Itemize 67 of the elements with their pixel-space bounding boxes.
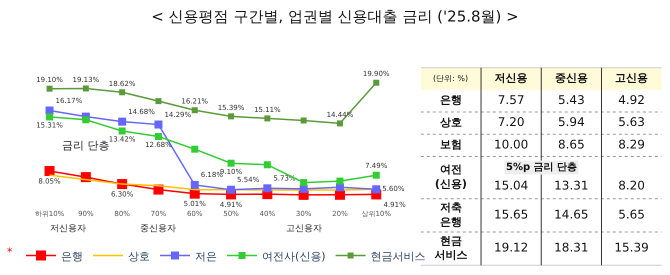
annotation: 5%p 금리 단층: [506, 162, 578, 173]
data-label: 10.00: [494, 137, 528, 152]
text: 고신용자: [286, 224, 322, 234]
y-tick-label: 저축 은행: [440, 200, 462, 228]
point: [82, 116, 90, 124]
data-label: 5.65: [618, 207, 645, 222]
point: [300, 118, 307, 124]
point: [373, 80, 380, 86]
point: [44, 166, 55, 176]
point: [190, 180, 199, 189]
text: 저신용자: [50, 224, 86, 234]
point: [82, 85, 89, 92]
point: [154, 120, 162, 129]
legend-title: (단위: %): [433, 74, 468, 83]
legend-label: 은행: [61, 250, 83, 263]
data-label: 7.57: [498, 92, 524, 107]
data-label: 15.39: [614, 240, 649, 255]
data-label: 5.43: [558, 92, 585, 107]
point: [154, 133, 162, 140]
point: [336, 178, 344, 185]
point: [372, 185, 380, 194]
point: [119, 89, 126, 96]
x-tick-label: 고신용: [615, 71, 648, 84]
data-label: 5.94: [558, 115, 585, 130]
point: [264, 161, 271, 168]
point: [336, 120, 343, 126]
point: [264, 115, 270, 122]
point: [228, 113, 234, 120]
point: [46, 86, 53, 92]
y-tick-label: 여전 (신용): [434, 163, 467, 191]
point: [191, 146, 198, 153]
data-label: 8.65: [558, 137, 585, 152]
point: [227, 186, 236, 194]
point: [228, 160, 235, 167]
legend-label: 여전사(신용): [262, 250, 326, 263]
y-tick-label: 상호: [440, 116, 462, 129]
text: 중신용자: [140, 224, 176, 234]
y-tick-label: 현금 서비스: [434, 234, 468, 262]
x-tick-label: 중신용: [554, 71, 588, 84]
legend-label: 현금서비스: [370, 250, 426, 263]
point: [155, 98, 162, 104]
x-tick-label: 저신용: [494, 71, 528, 84]
data-label: 18.31: [554, 240, 589, 255]
point: [192, 107, 198, 114]
annotation: 금리 단층: [62, 139, 110, 152]
point: [118, 128, 126, 135]
data-label: 5.63: [618, 115, 645, 130]
data-label: 8.29: [618, 137, 645, 152]
data-label: 15.04: [494, 178, 528, 192]
y-tick-label: 은행: [440, 94, 462, 107]
point: [372, 172, 380, 179]
point: [300, 179, 308, 186]
data-label: 19.12: [494, 240, 528, 255]
data-label: 4.92: [618, 92, 645, 107]
data-label: 8.20: [618, 178, 645, 192]
point: [263, 184, 272, 192]
data-label: 15.65: [494, 207, 528, 222]
data-label: 14.65: [554, 207, 589, 222]
point: [46, 113, 54, 120]
legend-title: *: [7, 245, 13, 258]
legend-label: 상호: [128, 250, 150, 263]
data-label: 7.20: [498, 115, 524, 130]
y-tick-label: 보험: [440, 138, 462, 152]
chart-title: < 신용평점 구간별, 업권별 신용대출 금리 ('25.8월) >: [151, 8, 519, 26]
point: [118, 118, 126, 126]
legend-label: 저은: [195, 250, 217, 263]
data-label: 13.31: [554, 178, 589, 192]
